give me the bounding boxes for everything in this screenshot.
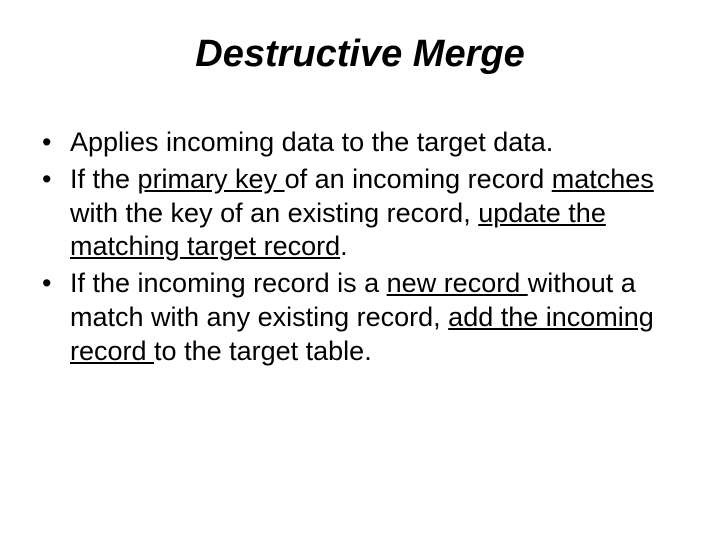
bullet-item: Applies incoming data to the target data… bbox=[40, 126, 690, 160]
body-text: of an incoming record bbox=[285, 164, 552, 194]
slide-title: Destructive Merge bbox=[30, 33, 690, 76]
body-text: with the key of an existing record, bbox=[70, 198, 478, 228]
body-text: to the target table. bbox=[154, 336, 372, 366]
underlined-text: matches bbox=[552, 164, 654, 194]
body-text: If the bbox=[70, 164, 138, 194]
body-text: Applies incoming data to the target data… bbox=[70, 127, 553, 157]
bullet-item: If the incoming record is a new record w… bbox=[40, 267, 690, 368]
bullet-item: If the primary key of an incoming record… bbox=[40, 163, 690, 264]
bullet-list: Applies incoming data to the target data… bbox=[30, 126, 690, 368]
underlined-text: primary key bbox=[138, 164, 285, 194]
underlined-text: new record bbox=[387, 268, 528, 298]
body-text: . bbox=[340, 231, 348, 261]
body-text: If the incoming record is a bbox=[70, 268, 387, 298]
